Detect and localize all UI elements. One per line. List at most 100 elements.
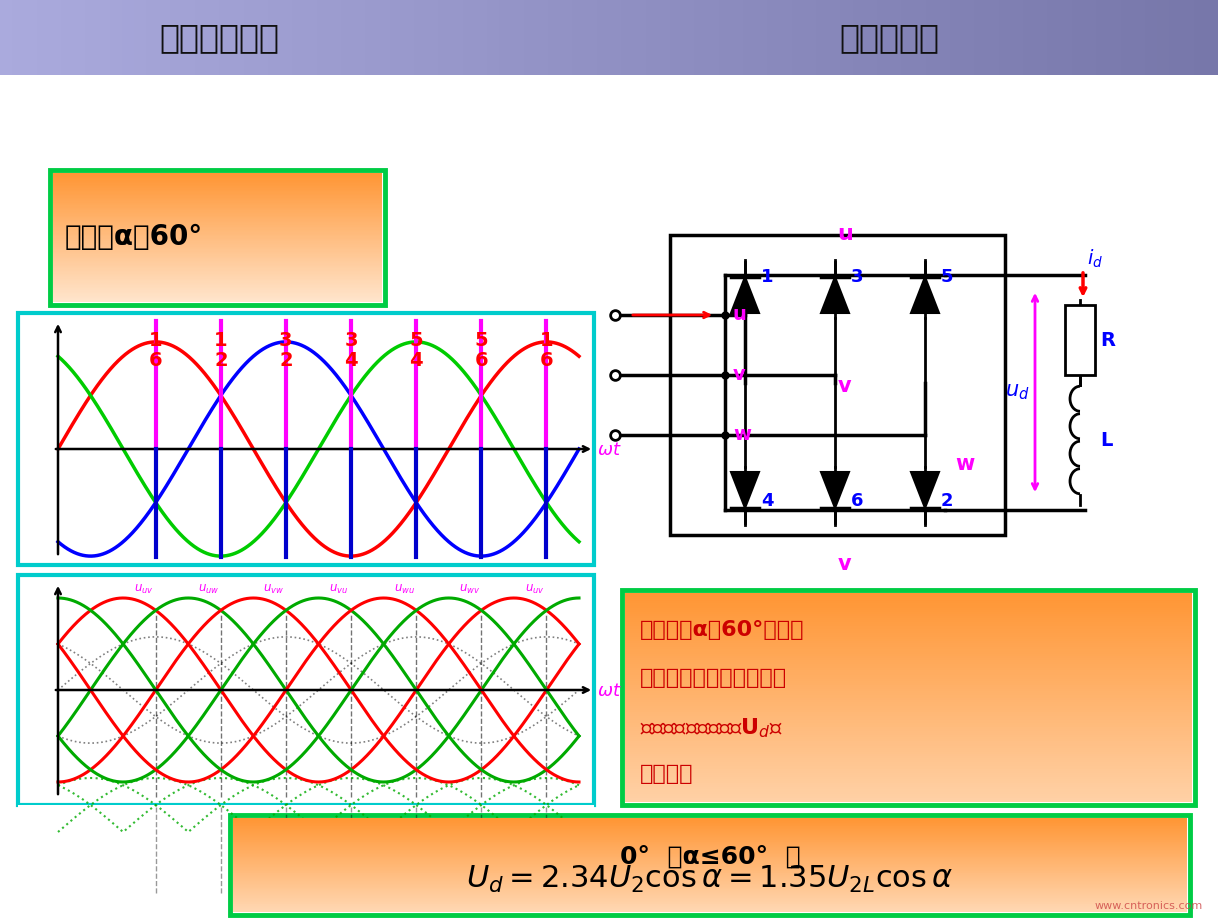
Bar xyxy=(233,863,1188,864)
Bar xyxy=(625,620,1192,622)
Text: 连续，感性负载与电阻性: 连续，感性负载与电阻性 xyxy=(639,668,787,688)
Bar xyxy=(54,199,382,200)
Bar xyxy=(54,224,382,226)
Bar xyxy=(18,313,594,565)
Bar xyxy=(622,590,1195,805)
Bar xyxy=(625,653,1192,655)
Bar xyxy=(233,819,1188,820)
Text: $u_{uv}$: $u_{uv}$ xyxy=(525,583,544,596)
Bar xyxy=(625,745,1192,748)
Bar xyxy=(625,679,1192,681)
Bar xyxy=(233,892,1188,893)
Bar xyxy=(233,845,1188,846)
Bar xyxy=(625,658,1192,660)
Bar xyxy=(18,575,594,805)
Bar xyxy=(625,691,1192,693)
Bar xyxy=(233,840,1188,841)
Bar xyxy=(233,882,1188,883)
Bar xyxy=(233,841,1188,842)
Bar xyxy=(625,756,1192,758)
Bar xyxy=(625,743,1192,745)
Bar xyxy=(233,866,1188,867)
Bar xyxy=(54,179,382,181)
Bar xyxy=(233,881,1188,882)
Bar xyxy=(54,236,382,237)
Bar xyxy=(625,632,1192,635)
Bar xyxy=(625,596,1192,597)
Bar xyxy=(625,683,1192,685)
Bar xyxy=(625,712,1192,714)
Bar xyxy=(233,886,1188,887)
Text: 0°  ＜α≤60°  时: 0° ＜α≤60° 时 xyxy=(620,845,800,869)
Bar xyxy=(233,887,1188,888)
Bar xyxy=(625,635,1192,637)
Bar xyxy=(625,609,1192,612)
Bar xyxy=(233,900,1188,901)
Bar xyxy=(54,181,382,182)
Bar xyxy=(233,820,1188,821)
Bar xyxy=(625,687,1192,689)
Bar xyxy=(625,731,1192,733)
Bar xyxy=(625,637,1192,639)
Bar xyxy=(233,826,1188,827)
Bar xyxy=(625,735,1192,737)
Bar xyxy=(625,699,1192,702)
Bar xyxy=(625,788,1192,789)
Bar xyxy=(625,714,1192,716)
Bar xyxy=(233,844,1188,845)
Bar xyxy=(625,629,1192,630)
Bar xyxy=(233,825,1188,826)
Text: 6: 6 xyxy=(475,351,488,370)
Bar xyxy=(625,794,1192,796)
Bar xyxy=(233,868,1188,869)
Bar xyxy=(54,229,382,230)
Bar xyxy=(625,791,1192,794)
Bar xyxy=(625,727,1192,729)
Bar xyxy=(54,239,382,240)
Bar xyxy=(625,664,1192,666)
Text: 三相桥式全控: 三相桥式全控 xyxy=(160,21,279,54)
Bar xyxy=(625,666,1192,668)
Bar xyxy=(54,278,382,280)
Bar xyxy=(233,843,1188,844)
Bar xyxy=(233,885,1188,886)
Bar xyxy=(50,170,385,305)
Bar xyxy=(54,185,382,186)
Bar xyxy=(233,884,1188,885)
Polygon shape xyxy=(911,277,939,313)
Bar xyxy=(233,834,1188,835)
Text: w: w xyxy=(733,425,752,445)
Text: $u_{wv}$: $u_{wv}$ xyxy=(459,583,480,596)
Bar xyxy=(625,720,1192,722)
Bar xyxy=(233,832,1188,833)
Bar xyxy=(625,722,1192,725)
Bar xyxy=(54,187,382,188)
Text: u: u xyxy=(837,224,853,244)
Bar xyxy=(233,894,1188,895)
Bar xyxy=(54,288,382,289)
Bar xyxy=(625,652,1192,653)
Bar xyxy=(233,865,1188,866)
Bar xyxy=(54,175,382,176)
Text: $u_{uw}$: $u_{uw}$ xyxy=(199,583,219,596)
Bar xyxy=(54,244,382,245)
Bar xyxy=(625,675,1192,676)
Bar xyxy=(670,235,1005,535)
Bar xyxy=(625,624,1192,627)
Text: v: v xyxy=(838,554,851,574)
Bar xyxy=(54,293,382,294)
Bar xyxy=(54,210,382,211)
Bar xyxy=(54,201,382,203)
Bar xyxy=(233,898,1188,899)
Bar xyxy=(54,267,382,268)
Bar xyxy=(233,870,1188,871)
Bar xyxy=(625,729,1192,731)
Bar xyxy=(54,200,382,201)
Text: 2: 2 xyxy=(279,351,292,370)
Bar xyxy=(233,860,1188,861)
Bar xyxy=(54,289,382,290)
Bar xyxy=(625,601,1192,604)
Bar xyxy=(625,719,1192,720)
Bar xyxy=(233,833,1188,834)
Bar xyxy=(54,223,382,224)
